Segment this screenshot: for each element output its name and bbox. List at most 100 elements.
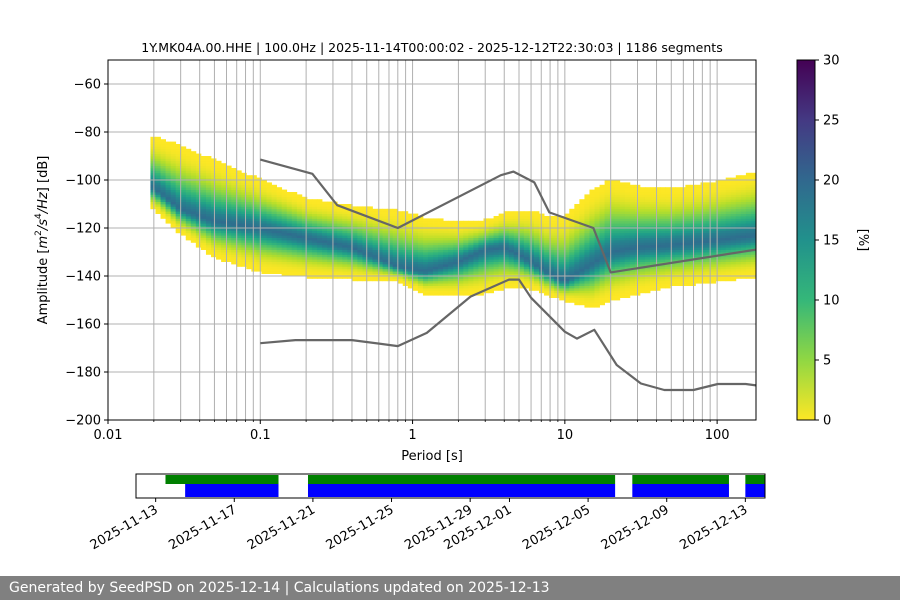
psd-cell bbox=[448, 240, 454, 243]
psd-cell bbox=[685, 211, 691, 214]
psd-cell bbox=[650, 208, 656, 212]
psd-cell bbox=[200, 216, 207, 219]
psd-cell bbox=[311, 271, 318, 274]
psd-cell bbox=[412, 216, 419, 219]
psd-cell bbox=[614, 244, 621, 248]
psd-cell bbox=[579, 206, 585, 210]
psd-cell bbox=[185, 220, 192, 224]
psd-cell bbox=[236, 247, 242, 250]
psd-cell bbox=[589, 242, 595, 246]
psd-cell bbox=[286, 268, 293, 272]
psd-cell bbox=[170, 201, 177, 205]
psd-cell bbox=[624, 264, 631, 267]
psd-cell bbox=[730, 268, 737, 272]
psd-cell bbox=[316, 230, 323, 234]
psd-cell bbox=[150, 136, 156, 140]
psd-cell bbox=[579, 268, 585, 272]
psd-cell bbox=[463, 268, 469, 272]
psd-cell bbox=[236, 261, 242, 265]
psd-cell bbox=[407, 242, 414, 246]
psd-cell bbox=[710, 256, 717, 260]
psd-cell bbox=[740, 271, 747, 274]
psd-cell bbox=[745, 230, 752, 234]
psd-cell bbox=[311, 240, 318, 243]
psd-cell bbox=[382, 225, 389, 229]
psd-cell bbox=[498, 247, 505, 250]
psd-cell bbox=[150, 153, 156, 157]
psd-cell bbox=[221, 213, 227, 217]
psd-cell bbox=[352, 228, 358, 231]
psd-cell bbox=[261, 208, 267, 212]
psd-cell bbox=[644, 187, 651, 190]
psd-cell bbox=[700, 271, 706, 274]
psd-cell bbox=[422, 290, 429, 294]
psd-cell bbox=[251, 249, 257, 253]
colorbar-tick-label: 0 bbox=[823, 414, 831, 429]
psd-cell bbox=[276, 244, 283, 248]
psd-cell bbox=[251, 237, 257, 241]
psd-cell bbox=[231, 249, 237, 253]
psd-cell bbox=[619, 266, 626, 270]
psd-cell bbox=[705, 213, 711, 217]
psd-cell bbox=[291, 218, 298, 222]
psd-cell bbox=[660, 237, 666, 241]
psd-cell bbox=[180, 204, 187, 207]
psd-cell bbox=[316, 252, 323, 255]
psd-cell bbox=[730, 247, 737, 250]
psd-cell bbox=[241, 206, 247, 210]
psd-cell bbox=[327, 242, 333, 246]
psd-cell bbox=[599, 256, 606, 260]
psd-cell bbox=[246, 264, 252, 267]
psd-cell bbox=[433, 230, 439, 234]
psd-cell bbox=[665, 208, 671, 212]
psd-cell bbox=[710, 242, 717, 246]
psd-cell bbox=[301, 228, 308, 231]
psd-cell bbox=[433, 256, 439, 260]
psd-cell bbox=[185, 235, 192, 238]
psd-cell bbox=[579, 264, 585, 267]
psd-cell bbox=[624, 206, 631, 210]
psd-cell bbox=[281, 218, 288, 222]
psd-cell bbox=[180, 146, 187, 150]
psd-cell bbox=[150, 160, 156, 164]
psd-cell bbox=[185, 172, 192, 176]
psd-cell bbox=[730, 208, 737, 212]
psd-cell bbox=[695, 228, 701, 231]
psd-cell bbox=[483, 220, 489, 224]
psd-cell bbox=[382, 252, 389, 255]
psd-cell bbox=[478, 261, 484, 265]
psd-cell bbox=[241, 230, 247, 234]
psd-cell bbox=[438, 228, 444, 231]
psd-cell bbox=[650, 278, 656, 282]
psd-cell bbox=[508, 225, 515, 229]
psd-cell bbox=[271, 259, 278, 262]
psd-cell bbox=[266, 237, 272, 241]
psd-cell bbox=[695, 278, 701, 282]
psd-cell bbox=[175, 165, 182, 169]
psd-cell bbox=[513, 249, 520, 253]
psd-cell bbox=[564, 290, 570, 294]
psd-cell bbox=[720, 192, 727, 195]
psd-cell bbox=[735, 271, 742, 274]
psd-cell bbox=[650, 216, 656, 219]
psd-cell bbox=[246, 237, 252, 241]
psd-cell bbox=[629, 278, 636, 282]
psd-cell bbox=[685, 223, 691, 226]
psd-cell bbox=[226, 170, 232, 174]
psd-cell bbox=[211, 240, 217, 243]
psd-cell bbox=[438, 220, 444, 224]
psd-cell bbox=[730, 276, 737, 279]
psd-cell bbox=[513, 252, 520, 255]
psd-cell bbox=[241, 199, 247, 202]
psd-cell bbox=[200, 189, 207, 193]
psd-cell bbox=[433, 259, 439, 262]
psd-cell bbox=[544, 256, 550, 260]
psd-cell bbox=[493, 259, 500, 262]
psd-cell bbox=[382, 247, 389, 250]
psd-cell bbox=[367, 259, 373, 262]
psd-cell bbox=[221, 177, 227, 181]
psd-cell bbox=[670, 244, 676, 248]
psd-cell bbox=[362, 235, 368, 238]
psd-cell bbox=[468, 280, 474, 284]
psd-cell bbox=[367, 268, 373, 272]
